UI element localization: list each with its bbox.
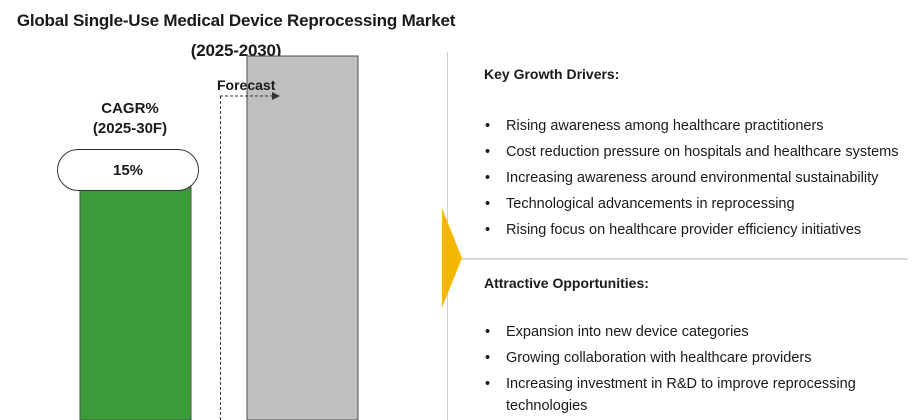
list-item: Rising focus on healthcare provider effi… [484,219,909,241]
opportunities-list: Expansion into new device categories Gro… [484,321,909,420]
growth-drivers-list: Rising awareness among healthcare practi… [484,115,909,245]
bar-2030 [246,55,359,420]
list-item: Cost reduction pressure on hospitals and… [484,141,909,163]
list-item: Increasing investment in R&D to improve … [484,373,909,417]
section-divider [462,258,908,260]
list-item: Technological advancements in reprocessi… [484,193,909,215]
cagr-value: 15% [112,161,144,179]
list-item: Rising awareness among healthcare practi… [484,115,909,137]
bar-chart [79,55,359,420]
chart-title-line-2: (2025-2030) [190,41,282,60]
forecast-arrow-icon [220,92,280,100]
list-item: Growing collaboration with healthcare pr… [484,347,909,369]
arrow-pointer-icon [442,208,462,308]
list-item: Increasing awareness around environmenta… [484,167,909,189]
cagr-label-line-2: (2025-30F) [92,120,168,137]
chart-title-line-1: Global Single-Use Medical Device Reproce… [16,11,456,30]
growth-drivers-title: Key Growth Drivers: [484,66,620,82]
opportunities-title: Attractive Opportunities: [484,275,649,291]
cagr-label-line-1: CAGR% [101,100,159,117]
cagr-value-pill: 15% [57,149,199,191]
forecast-divider [220,96,221,420]
forecast-label: Forecast [217,77,276,93]
bar-2025 [79,186,192,420]
list-item: Expansion into new device categories [484,321,909,343]
cagr-label: CAGR% (2025-30F) [70,99,190,139]
chart-title: Global Single-Use Medical Device Reproce… [6,6,466,66]
